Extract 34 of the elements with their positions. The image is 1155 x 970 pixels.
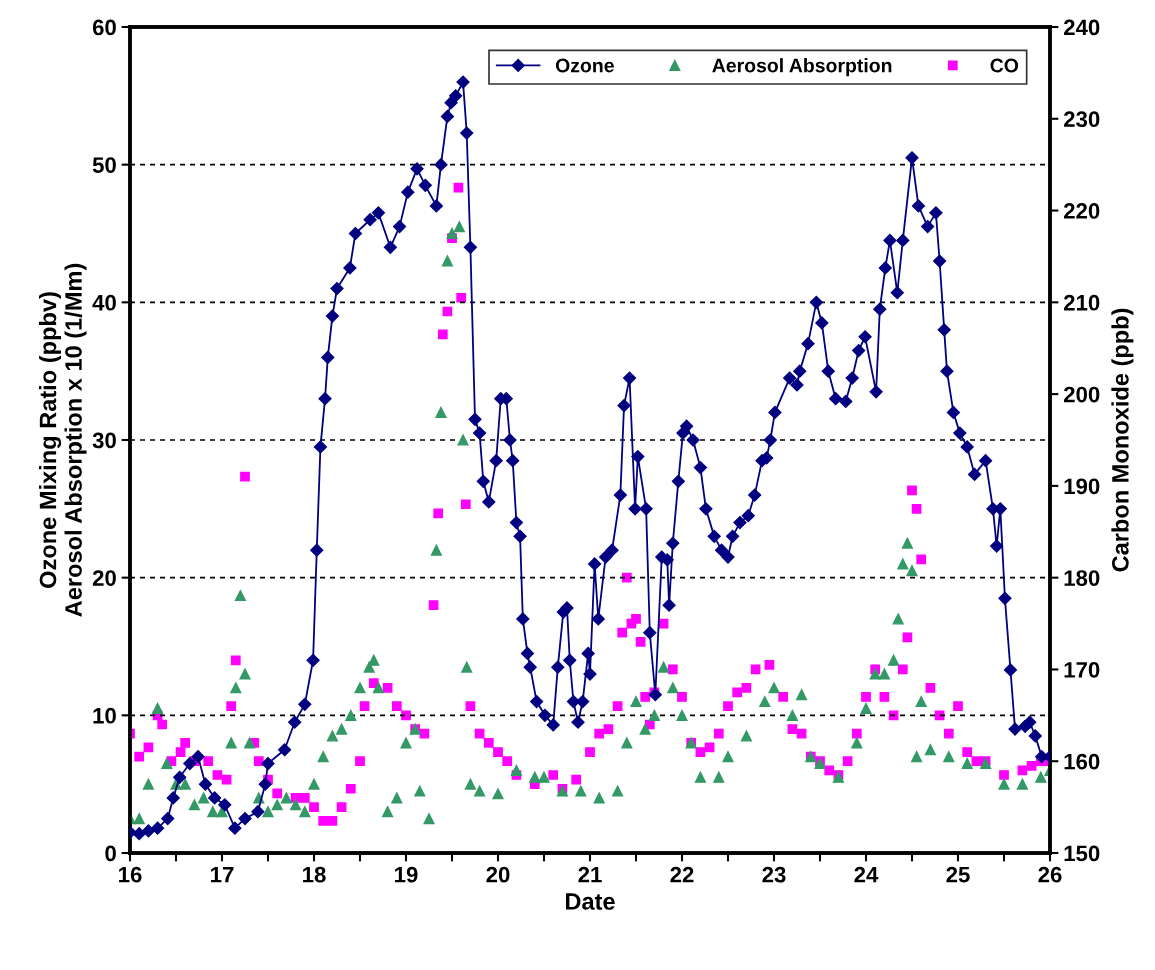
y2-tick-label: 220	[1063, 203, 1100, 219]
y-tick-label: 10	[93, 707, 116, 724]
legend-label: CO	[990, 58, 1019, 73]
y2-axis-title: Carbon Monoxide (ppb)	[1111, 308, 1134, 572]
y2-tick-label: 180	[1064, 570, 1100, 586]
y-tick-label: 20	[92, 570, 116, 586]
x-tick-label: 16	[119, 866, 142, 883]
x-tick-label: 18	[303, 866, 326, 883]
x-tick-label: 23	[762, 866, 786, 883]
legend-label: Ozone	[555, 58, 614, 73]
x-tick-label: 21	[578, 866, 602, 883]
y-tick-label: 40	[92, 294, 116, 311]
x-tick-label: 22	[670, 866, 694, 883]
y2-tick-label: 230	[1063, 111, 1100, 128]
y2-tick-label: 160	[1064, 753, 1100, 770]
x-tick-label: 24	[854, 866, 879, 883]
y-tick-label: 50	[92, 157, 116, 173]
legend-label: Aerosol Absorption	[712, 58, 892, 77]
y2-tick-label: 240	[1063, 19, 1100, 36]
y2-tick-label: 200	[1063, 386, 1100, 403]
x-axis-title: Date	[565, 893, 615, 910]
x-tick-label: 20	[486, 866, 510, 883]
x-tick-label: 19	[395, 866, 418, 883]
y-tick-label: 60	[92, 19, 116, 36]
y2-tick-label: 150	[1064, 845, 1100, 862]
y2-tick-label: 190	[1064, 478, 1100, 495]
y2-tick-label: 170	[1064, 661, 1100, 678]
y-tick-label: 30	[92, 432, 116, 449]
x-tick-label: 25	[946, 866, 970, 883]
x-tick-label: 17	[211, 867, 234, 883]
y-axis-title: Ozone Mixing Ratio (ppbv) Aerosol Absorption x 10 (1/Mm)	[38, 263, 87, 617]
y2-tick-label: 210	[1063, 294, 1100, 311]
x-tick-label: 26	[1038, 866, 1062, 883]
y-tick-label: 0	[105, 845, 116, 862]
